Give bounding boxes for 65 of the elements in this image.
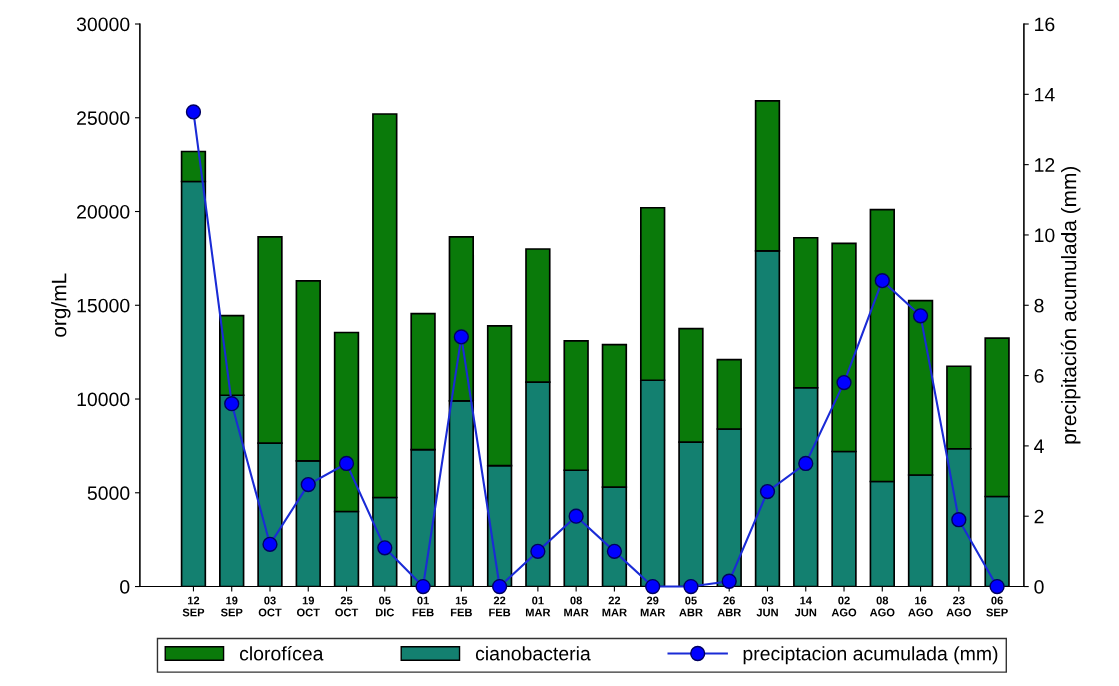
x-tick-label: 03 OCT — [258, 596, 282, 617]
point — [568, 508, 584, 524]
x-tick-label: 26 ABR — [717, 596, 742, 617]
y2-tick-label: 12 — [1035, 158, 1055, 172]
y-tick-label: 20000 — [77, 204, 130, 219]
y-tick-label: 0 — [120, 580, 130, 594]
point — [606, 543, 623, 560]
point — [951, 512, 967, 528]
point — [836, 374, 852, 391]
point — [874, 273, 890, 289]
x-tick-label: 15 FEB — [450, 596, 472, 617]
point — [300, 476, 316, 493]
x-tick-label: 05 DIC — [375, 596, 395, 617]
point — [415, 578, 431, 595]
point — [262, 536, 278, 552]
x-tick-label: 19 OCT — [296, 596, 320, 617]
point — [224, 396, 240, 412]
x-tick-label: 19 SEP — [220, 596, 243, 617]
point — [683, 578, 699, 595]
y2-axis-title: precipitación acumulada (mm) — [1060, 167, 1081, 444]
point — [453, 329, 469, 345]
point — [377, 540, 393, 556]
point — [645, 578, 661, 595]
y2-tick-label: 8 — [1034, 298, 1044, 313]
y2-tick-label: 14 — [1035, 87, 1055, 102]
x-tick-label: 25 OCT — [335, 596, 359, 617]
point — [798, 455, 814, 472]
x-tick-label: 22 MAR — [602, 596, 627, 617]
x-tick-label: 01 MAR — [525, 596, 551, 617]
y-tick-label: 5000 — [87, 486, 130, 501]
point — [759, 483, 776, 500]
y2-tick-label: 0 — [1034, 580, 1044, 594]
x-tick-label: 22 FEB — [489, 596, 511, 617]
y2-tick-label: 10 — [1035, 228, 1055, 243]
x-tick-label: 23 AGO — [946, 596, 972, 617]
x-tick-label: 16 AGO — [908, 596, 933, 617]
y2-tick-label: 16 — [1035, 17, 1055, 32]
x-tick-label: 05 ABR — [679, 596, 703, 617]
point — [912, 308, 929, 324]
x-tick-label: 08 MAR — [564, 596, 589, 617]
legend-label: clorofícea — [239, 645, 324, 661]
y2-tick-label: 4 — [1034, 439, 1044, 453]
point — [989, 578, 1005, 595]
x-tick-label: 03 JUN — [756, 596, 778, 617]
x-tick-label: 29 MAR — [640, 596, 666, 617]
y2-tick-label: 6 — [1034, 369, 1044, 383]
point — [185, 104, 202, 120]
legend-label: cianobacteria — [475, 646, 591, 661]
point — [530, 543, 546, 560]
x-tick-label: 06 SEP — [986, 596, 1008, 617]
y-tick-label: 30000 — [76, 17, 130, 32]
x-tick-label: 12 SEP — [182, 596, 205, 617]
y-tick-label: 10000 — [77, 392, 130, 407]
x-tick-label: 08 AGO — [869, 596, 895, 617]
point — [491, 578, 508, 595]
x-tick-label: 02 AGO — [831, 596, 857, 617]
x-tick-label: 01 FEB — [412, 596, 434, 617]
y-tick-label: 25000 — [77, 111, 130, 125]
legend-label: preciptacion acumulada (mm) — [743, 646, 998, 665]
point — [338, 455, 355, 472]
y-tick-label: 15000 — [77, 298, 130, 313]
x-tick-label: 14 JUN — [794, 596, 817, 617]
y2-tick-label: 2 — [1034, 509, 1044, 524]
y-axis-title: org/mL — [51, 273, 71, 337]
point — [721, 573, 737, 589]
